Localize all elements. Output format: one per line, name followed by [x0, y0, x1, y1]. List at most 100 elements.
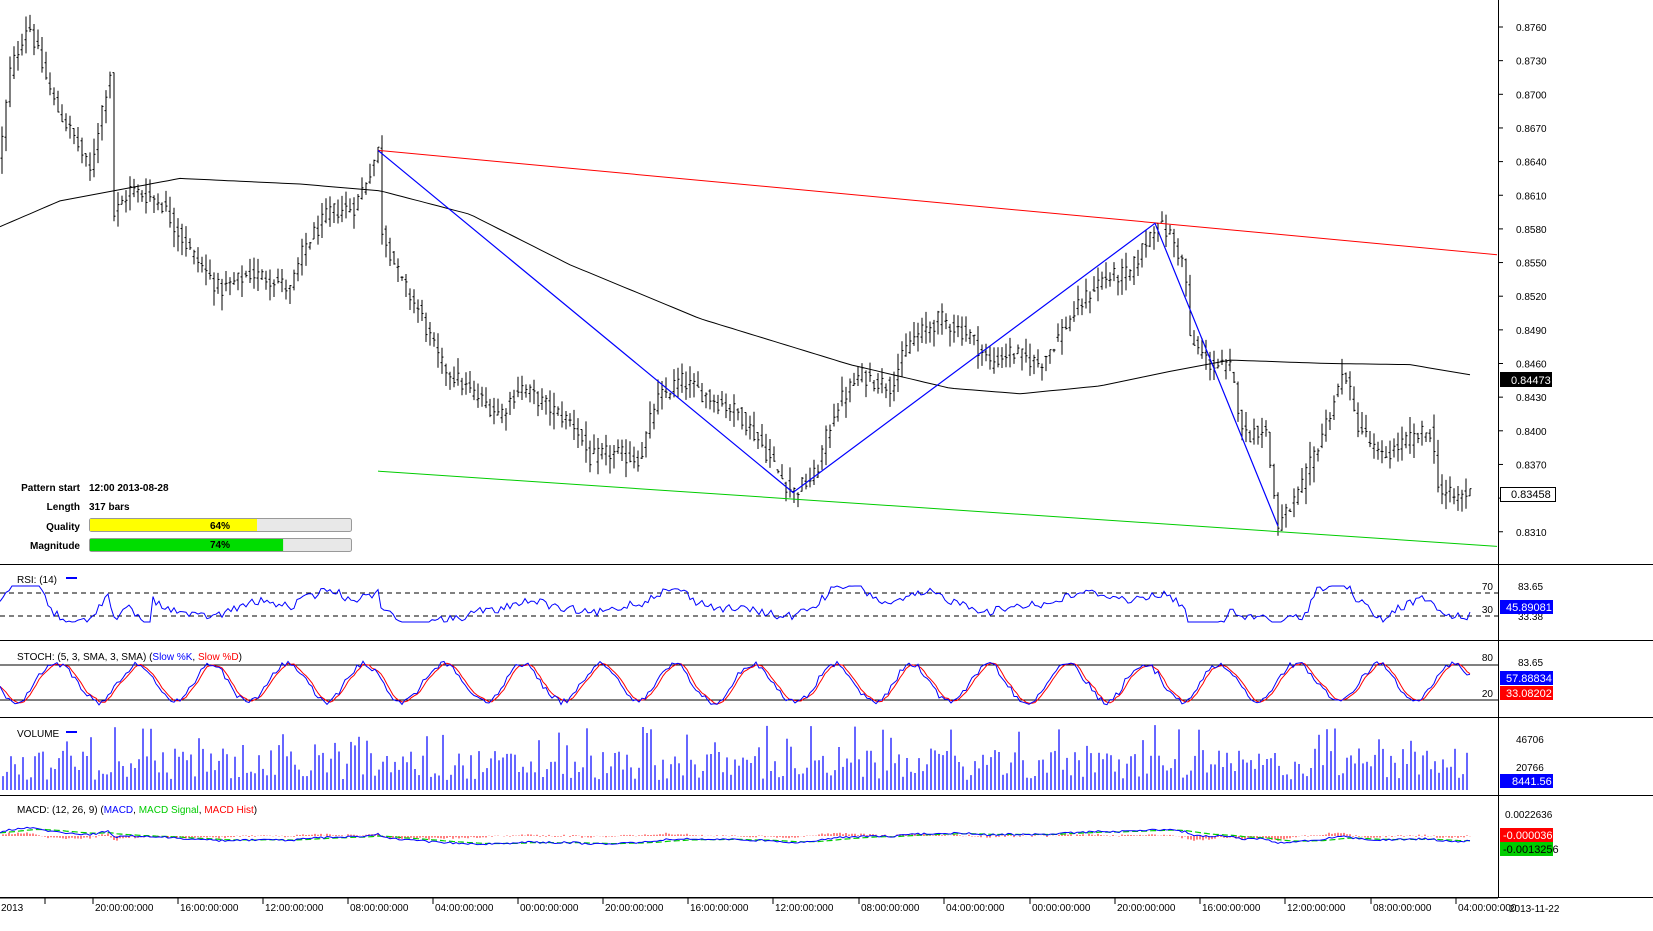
time-tick-label: 20:00:00:000 — [1117, 903, 1176, 914]
price-bar — [944, 313, 948, 330]
price-bar — [976, 326, 980, 369]
price-bar — [1448, 476, 1452, 503]
price-tick-label: 0.8610 — [1516, 191, 1547, 202]
price-bar — [76, 126, 80, 152]
volume-scale-mid: 20766 — [1516, 763, 1544, 774]
price-bar — [60, 104, 64, 123]
price-bar — [996, 347, 1000, 368]
price-bar — [760, 423, 764, 448]
price-bar — [1248, 430, 1252, 443]
price-bar — [1444, 479, 1448, 510]
price-bar — [416, 299, 420, 323]
price-bar — [672, 369, 676, 398]
length-value: 317 bars — [89, 502, 130, 513]
price-bar — [752, 411, 756, 442]
time-tick-label: 08:00:00:000 — [350, 903, 409, 914]
price-bar — [804, 473, 808, 490]
price-bar — [472, 380, 476, 401]
price-bar — [288, 284, 292, 305]
macd-signal-box — [1500, 842, 1553, 856]
current-price-label: 0.84473 — [1511, 375, 1551, 387]
price-bar — [1136, 249, 1140, 276]
quality-label: Quality — [46, 522, 80, 533]
price-bar — [812, 459, 816, 485]
price-tick-label: 0.8580 — [1516, 225, 1547, 236]
price-bar — [336, 199, 340, 224]
price-bar — [1160, 211, 1164, 223]
price-bar — [32, 24, 36, 56]
stoch-k-box — [1500, 671, 1553, 685]
price-bar — [1368, 431, 1372, 448]
price-bar — [364, 182, 368, 195]
price-bar — [1316, 448, 1320, 462]
price-bar — [732, 394, 736, 427]
price-bar — [276, 268, 280, 284]
price-bar — [20, 33, 24, 56]
price-bar — [556, 406, 560, 416]
price-bar — [1380, 440, 1384, 464]
price-bar — [1424, 432, 1428, 442]
price-bar — [148, 179, 152, 202]
price-bar — [92, 138, 96, 178]
price-bar — [548, 390, 552, 426]
macd-title: MACD: (12, 26, 9) (MACD, MACD Signal, MA… — [17, 805, 257, 816]
price-bar — [440, 347, 444, 374]
price-bar — [436, 333, 440, 368]
price-bar — [1184, 258, 1188, 297]
price-bar — [264, 270, 268, 290]
price-bar — [1268, 431, 1272, 468]
price-bar — [540, 388, 544, 411]
price-bar — [348, 198, 352, 213]
price-bar — [1220, 349, 1224, 365]
price-bar — [1132, 256, 1136, 286]
magnitude-label: Magnitude — [30, 541, 80, 552]
price-tick-label: 0.8430 — [1516, 393, 1547, 404]
price-bar — [708, 389, 712, 410]
price-bar — [1020, 348, 1024, 371]
price-bar — [492, 397, 496, 425]
price-tick-label: 0.8370 — [1516, 460, 1547, 471]
price-bar — [12, 46, 16, 79]
price-bar — [484, 387, 488, 409]
price-bar — [152, 195, 156, 213]
price-bar — [688, 366, 692, 398]
price-bar — [268, 269, 272, 301]
price-bar — [1240, 409, 1244, 441]
price-bar — [16, 40, 20, 71]
time-tick-label: 12:00:00:000 — [265, 903, 324, 914]
price-bar — [384, 225, 388, 258]
price-bar — [864, 370, 868, 398]
price-bar — [568, 413, 572, 427]
volume-scale-high: 46706 — [1516, 735, 1544, 746]
price-bar — [1328, 412, 1332, 430]
price-bar — [340, 195, 344, 223]
price-tick-label: 0.8460 — [1516, 360, 1547, 371]
time-axis: 2013 20:00:00:000 16:00:00:000 12:00:00:000… — [0, 897, 1517, 914]
price-bar — [232, 272, 236, 285]
price-bar — [776, 469, 780, 474]
price-bar — [892, 371, 896, 402]
price-bar — [512, 389, 516, 409]
stoch-slow-k-line — [0, 660, 1471, 706]
price-bar — [1300, 467, 1304, 493]
price-bar — [712, 394, 716, 413]
price-bar — [1192, 330, 1196, 346]
rsi-level-30-label: 30 — [1482, 605, 1494, 616]
price-bar — [648, 401, 652, 439]
price-bar — [1340, 358, 1344, 395]
price-bar — [608, 445, 612, 474]
price-bar — [376, 146, 380, 164]
price-bar — [1432, 414, 1436, 464]
rsi-panel: RSI: (14) 70 30 83.65 33.38 45.89081 — [0, 575, 1553, 623]
price-bar — [44, 51, 48, 80]
price-bar — [740, 406, 744, 430]
price-bar — [972, 334, 976, 346]
price-bar — [104, 90, 108, 124]
price-bar — [1284, 503, 1288, 528]
price-bar — [100, 105, 104, 141]
price-tick-label: 0.8760 — [1516, 23, 1547, 34]
price-bar — [196, 247, 200, 273]
price-bar — [700, 382, 704, 403]
price-bar — [788, 467, 792, 498]
stoch-scale-label: 83.65 — [1518, 658, 1543, 669]
